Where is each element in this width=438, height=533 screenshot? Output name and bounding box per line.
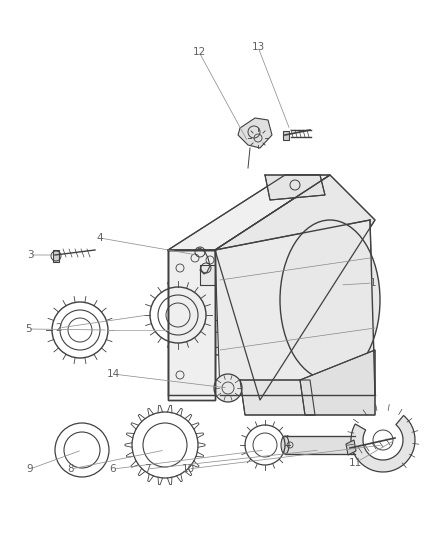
- Text: 1: 1: [370, 278, 376, 288]
- Polygon shape: [283, 131, 289, 140]
- Polygon shape: [200, 265, 215, 285]
- Text: 9: 9: [27, 464, 33, 474]
- Polygon shape: [240, 380, 315, 415]
- Polygon shape: [215, 220, 375, 395]
- Text: 11: 11: [348, 458, 362, 468]
- Ellipse shape: [280, 220, 380, 380]
- Text: 3: 3: [27, 250, 33, 260]
- Polygon shape: [168, 175, 330, 250]
- Text: 12: 12: [192, 47, 205, 57]
- Text: 6: 6: [110, 464, 117, 474]
- Ellipse shape: [175, 265, 265, 355]
- Polygon shape: [285, 436, 355, 454]
- Polygon shape: [300, 350, 375, 415]
- Ellipse shape: [281, 436, 289, 454]
- Text: 4: 4: [97, 233, 103, 243]
- Polygon shape: [168, 250, 215, 400]
- Polygon shape: [215, 175, 375, 400]
- Polygon shape: [168, 250, 215, 395]
- Text: 10: 10: [181, 464, 194, 474]
- Polygon shape: [53, 250, 59, 262]
- Text: 2: 2: [56, 323, 62, 333]
- Polygon shape: [168, 250, 215, 400]
- Text: 13: 13: [251, 42, 265, 52]
- Text: 7: 7: [144, 464, 150, 474]
- Polygon shape: [346, 440, 356, 455]
- Text: 5: 5: [25, 324, 31, 334]
- Text: 14: 14: [106, 369, 120, 379]
- Polygon shape: [265, 175, 325, 200]
- Polygon shape: [238, 118, 272, 148]
- Ellipse shape: [351, 436, 359, 454]
- Circle shape: [214, 374, 242, 402]
- Text: 8: 8: [68, 464, 74, 474]
- Wedge shape: [351, 416, 415, 472]
